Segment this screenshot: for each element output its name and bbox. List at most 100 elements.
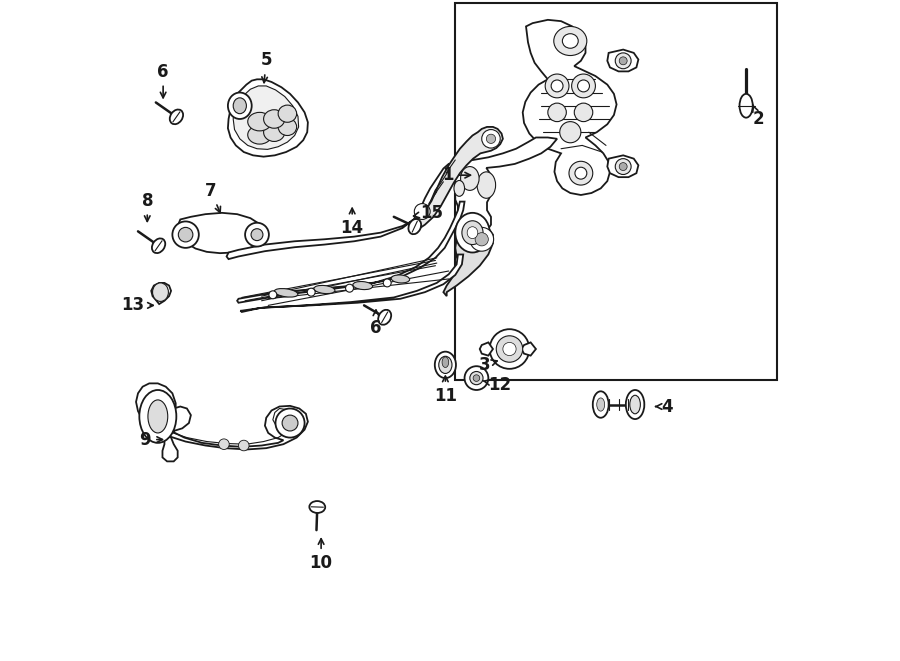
Ellipse shape — [170, 110, 183, 124]
Ellipse shape — [560, 122, 580, 143]
Ellipse shape — [278, 118, 297, 136]
Ellipse shape — [619, 163, 627, 171]
Ellipse shape — [392, 275, 410, 283]
Ellipse shape — [269, 291, 277, 299]
Ellipse shape — [496, 336, 523, 362]
Ellipse shape — [473, 375, 480, 381]
Ellipse shape — [616, 53, 631, 69]
Ellipse shape — [461, 167, 479, 190]
Ellipse shape — [219, 439, 230, 449]
Polygon shape — [151, 283, 171, 304]
Ellipse shape — [597, 398, 605, 411]
Polygon shape — [521, 342, 535, 356]
Text: 9: 9 — [140, 430, 163, 449]
Ellipse shape — [228, 93, 252, 119]
Ellipse shape — [593, 391, 608, 418]
Ellipse shape — [148, 400, 167, 433]
Ellipse shape — [470, 227, 493, 251]
Ellipse shape — [545, 74, 569, 98]
Ellipse shape — [409, 219, 421, 234]
Polygon shape — [228, 79, 308, 157]
Ellipse shape — [554, 26, 587, 56]
Ellipse shape — [482, 130, 500, 148]
Polygon shape — [416, 127, 503, 230]
Ellipse shape — [248, 126, 272, 144]
Text: 2: 2 — [752, 104, 764, 128]
Ellipse shape — [238, 440, 249, 451]
Polygon shape — [480, 342, 493, 356]
Ellipse shape — [630, 395, 641, 414]
Ellipse shape — [140, 390, 176, 443]
Ellipse shape — [475, 233, 489, 246]
Ellipse shape — [245, 223, 269, 247]
Ellipse shape — [574, 103, 593, 122]
Ellipse shape — [503, 342, 516, 356]
Ellipse shape — [264, 123, 284, 141]
Ellipse shape — [740, 94, 752, 118]
Ellipse shape — [462, 221, 483, 245]
Text: 13: 13 — [122, 296, 153, 315]
Ellipse shape — [626, 390, 644, 419]
Polygon shape — [523, 20, 616, 195]
Text: 3: 3 — [479, 356, 497, 374]
Polygon shape — [238, 202, 464, 303]
Polygon shape — [177, 213, 264, 253]
Ellipse shape — [578, 80, 590, 92]
Ellipse shape — [178, 227, 193, 242]
Ellipse shape — [153, 283, 168, 301]
Ellipse shape — [619, 57, 627, 65]
Ellipse shape — [173, 221, 199, 248]
Polygon shape — [136, 383, 177, 461]
Ellipse shape — [353, 282, 373, 290]
Text: 10: 10 — [310, 539, 333, 572]
Text: 4: 4 — [655, 397, 673, 416]
Polygon shape — [444, 225, 493, 296]
Ellipse shape — [486, 134, 496, 143]
Ellipse shape — [467, 227, 478, 239]
Ellipse shape — [464, 366, 489, 390]
Polygon shape — [608, 155, 638, 177]
Ellipse shape — [275, 408, 304, 438]
Ellipse shape — [233, 98, 247, 114]
Ellipse shape — [455, 213, 490, 253]
Ellipse shape — [439, 356, 452, 373]
Ellipse shape — [307, 288, 315, 296]
Text: 12: 12 — [482, 375, 511, 394]
Ellipse shape — [264, 110, 284, 128]
Ellipse shape — [274, 289, 298, 297]
Ellipse shape — [562, 34, 578, 48]
Polygon shape — [227, 164, 454, 259]
Ellipse shape — [470, 371, 483, 385]
Ellipse shape — [383, 279, 392, 287]
Ellipse shape — [251, 229, 263, 241]
Ellipse shape — [435, 352, 456, 378]
Ellipse shape — [278, 105, 297, 122]
Ellipse shape — [548, 103, 566, 122]
Text: 15: 15 — [413, 204, 444, 222]
Text: 7: 7 — [205, 182, 220, 213]
Ellipse shape — [569, 161, 593, 185]
Ellipse shape — [346, 284, 354, 292]
Ellipse shape — [282, 415, 298, 431]
Polygon shape — [455, 137, 557, 235]
Text: 14: 14 — [340, 208, 364, 237]
Text: 6: 6 — [158, 63, 169, 98]
Polygon shape — [233, 86, 299, 149]
Text: 11: 11 — [434, 376, 457, 405]
Text: 5: 5 — [260, 52, 272, 83]
Text: 1: 1 — [442, 166, 471, 184]
Ellipse shape — [572, 74, 596, 98]
Ellipse shape — [414, 204, 430, 219]
Ellipse shape — [477, 172, 496, 198]
Ellipse shape — [310, 501, 325, 513]
Ellipse shape — [248, 112, 272, 131]
Ellipse shape — [454, 180, 464, 196]
Ellipse shape — [442, 357, 449, 368]
Ellipse shape — [616, 159, 631, 175]
Polygon shape — [167, 406, 308, 449]
Polygon shape — [240, 254, 464, 312]
Ellipse shape — [551, 80, 563, 92]
Ellipse shape — [378, 310, 392, 325]
Ellipse shape — [490, 329, 529, 369]
Text: 8: 8 — [141, 192, 153, 221]
